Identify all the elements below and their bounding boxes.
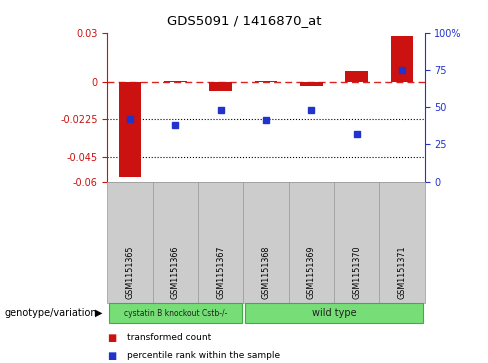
Text: GSM1151370: GSM1151370 xyxy=(352,246,361,299)
Text: GSM1151368: GSM1151368 xyxy=(262,246,270,299)
Text: GDS5091 / 1416870_at: GDS5091 / 1416870_at xyxy=(167,15,321,28)
Bar xyxy=(119,82,142,176)
Text: ▶: ▶ xyxy=(95,308,102,318)
Text: transformed count: transformed count xyxy=(127,333,211,342)
Bar xyxy=(390,36,413,82)
Text: ■: ■ xyxy=(107,351,117,361)
Bar xyxy=(255,81,277,82)
Text: genotype/variation: genotype/variation xyxy=(5,308,98,318)
Bar xyxy=(300,82,323,86)
Text: GSM1151367: GSM1151367 xyxy=(216,246,225,299)
Text: GSM1151366: GSM1151366 xyxy=(171,246,180,299)
Text: wild type: wild type xyxy=(312,308,356,318)
Text: GSM1151371: GSM1151371 xyxy=(397,246,407,299)
Bar xyxy=(209,82,232,90)
Bar xyxy=(164,81,186,82)
Text: percentile rank within the sample: percentile rank within the sample xyxy=(127,351,280,360)
Text: GSM1151365: GSM1151365 xyxy=(125,246,135,299)
Text: ■: ■ xyxy=(107,333,117,343)
Text: GSM1151369: GSM1151369 xyxy=(307,246,316,299)
Bar xyxy=(346,71,368,82)
Text: cystatin B knockout Cstb-/-: cystatin B knockout Cstb-/- xyxy=(123,309,227,318)
